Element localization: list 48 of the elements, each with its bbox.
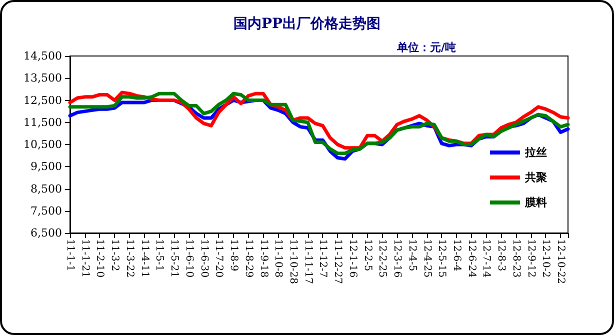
- x-tick-label: 11-8-9: [228, 239, 240, 272]
- x-tick-label: 11-10-28: [287, 239, 298, 284]
- x-tick-label: 11-1-1: [64, 239, 76, 272]
- x-tick-label: 11-12-7: [317, 239, 328, 278]
- x-tick-label: 12-6-24: [466, 239, 477, 278]
- x-tick-label: 11-10-8: [272, 239, 284, 278]
- x-tick-label: 12-1-16: [346, 239, 358, 278]
- x-tick-label: 11-11-17: [302, 239, 314, 284]
- x-tick-label: 11-12-27: [332, 239, 344, 284]
- x-tick-label: 11-9-18: [258, 239, 269, 278]
- x-tick-label: 12-4-5: [406, 239, 418, 272]
- legend-label: 拉丝: [524, 146, 547, 159]
- y-tick-label: 10,500: [24, 138, 62, 151]
- x-tick-label: 11-3-2: [109, 239, 120, 272]
- x-tick-label: 11-2-10: [94, 239, 106, 278]
- x-tick-label: 12-8-3: [496, 239, 507, 272]
- x-tick-label: 12-10-2: [540, 239, 552, 278]
- y-tick-label: 9,500: [30, 160, 62, 174]
- x-tick-label: 12-10-22: [555, 239, 566, 284]
- chart-title: 国内PP出厂价格走势图: [233, 16, 381, 32]
- x-tick-label: 12-7-14: [480, 239, 492, 278]
- x-tick-label: 12-3-16: [392, 239, 403, 278]
- x-tick-label: 12-6-4: [451, 239, 462, 272]
- x-tick-label: 12-5-15: [436, 239, 448, 278]
- x-tick-label: 12-2-25: [376, 239, 388, 278]
- x-tick-label: 12-9-12: [525, 239, 536, 278]
- legend-label: 膜料: [524, 196, 547, 209]
- x-tick-label: 11-8-29: [242, 239, 254, 278]
- x-tick-label: 11-6-30: [198, 239, 210, 278]
- x-tick-label: 12-4-25: [421, 239, 432, 278]
- y-tick-label: 12,500: [24, 94, 62, 107]
- x-tick-label: 12-2-5: [362, 239, 373, 272]
- x-tick-label: 11-5-1: [154, 239, 165, 272]
- chart-subtitle: 单位：元/吨: [396, 41, 456, 54]
- x-tick-label: 12-8-23: [510, 239, 522, 278]
- legend-label: 共聚: [524, 171, 547, 184]
- x-tick-label: 11-4-11: [138, 239, 150, 278]
- y-tick-label: 14,500: [24, 50, 62, 62]
- x-tick-label: 11-6-10: [183, 239, 194, 278]
- y-tick-label: 13,500: [24, 72, 62, 85]
- x-tick-label: 11-3-22: [124, 239, 135, 278]
- y-tick-label: 7,500: [30, 204, 62, 218]
- y-tick-label: 6,500: [30, 226, 62, 240]
- x-tick-label: 11-7-20: [213, 239, 224, 278]
- y-tick-label: 8,500: [30, 182, 62, 196]
- x-tick-label: 11-1-21: [79, 239, 90, 278]
- x-tick-label: 11-5-21: [168, 239, 180, 278]
- y-tick-label: 11,500: [24, 116, 62, 129]
